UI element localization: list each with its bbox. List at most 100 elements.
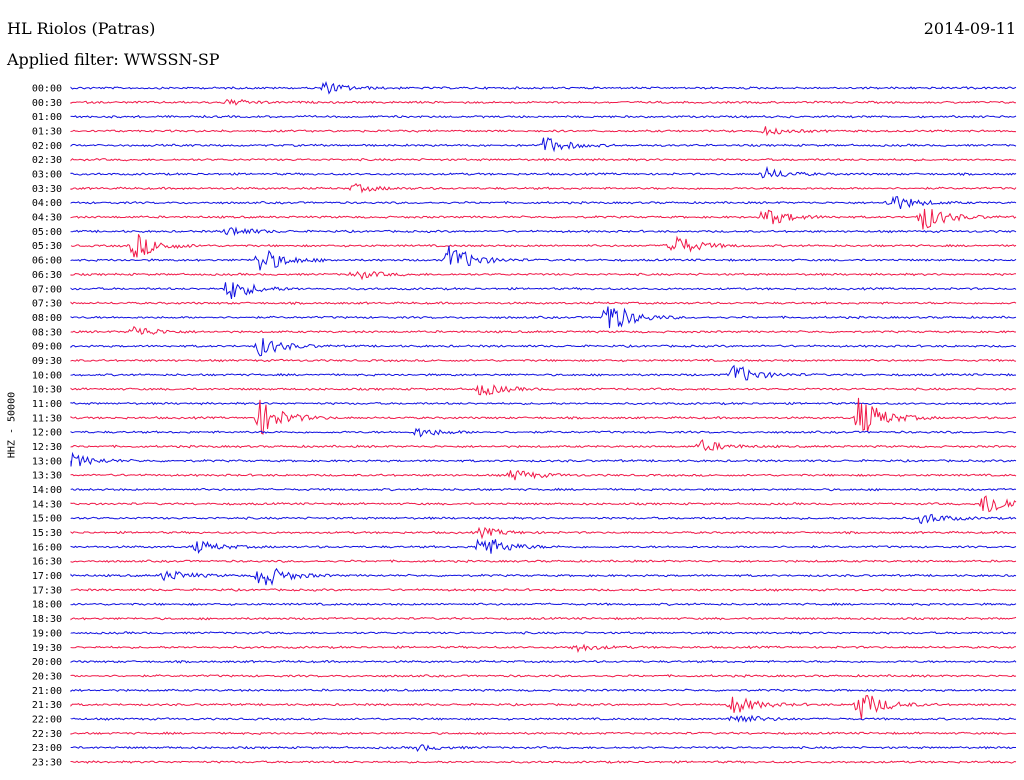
row-time-label: 21:30 — [32, 700, 62, 711]
row-time-label: 17:30 — [32, 585, 62, 596]
seismic-trace-2330 — [70, 760, 1017, 764]
row-time-label: 10:00 — [32, 370, 62, 381]
seismic-trace-1400 — [70, 487, 1017, 492]
row-time-label: 22:00 — [32, 714, 62, 725]
seismic-trace-2230 — [70, 731, 1017, 736]
seismic-trace-2030 — [70, 674, 1017, 678]
seismic-trace-1800 — [70, 602, 1017, 607]
seismic-trace-1630 — [70, 559, 1017, 564]
row-time-label: 13:30 — [32, 471, 62, 482]
row-time-label: 05:30 — [32, 241, 62, 252]
row-time-label: 23:30 — [32, 757, 62, 768]
date-label: 2014-09-11 — [923, 19, 1016, 38]
seismic-trace-0600 — [70, 245, 1017, 271]
row-time-label: 07:30 — [32, 299, 62, 310]
seismic-trace-2100 — [70, 688, 1017, 693]
seismic-trace-1430 — [70, 495, 1017, 513]
seismic-trace-1100 — [70, 401, 1017, 406]
seismic-trace-1000 — [70, 364, 1017, 381]
seismic-trace-0330 — [70, 183, 1017, 194]
row-time-label: 13:00 — [32, 456, 62, 467]
seismic-trace-1200 — [70, 427, 1017, 438]
row-time-label: 03:30 — [32, 184, 62, 195]
row-time-label: 20:00 — [32, 657, 62, 668]
seismic-trace-0700 — [70, 282, 1017, 299]
seismic-trace-0430 — [70, 208, 1017, 230]
seismic-trace-1130 — [70, 397, 1017, 435]
row-time-label: 15:00 — [32, 514, 62, 525]
row-time-label: 18:00 — [32, 600, 62, 611]
row-time-label: 16:30 — [32, 557, 62, 568]
row-time-label: 22:30 — [32, 729, 62, 740]
seismic-trace-1530 — [70, 526, 1017, 540]
row-time-label: 16:00 — [32, 542, 62, 553]
seismic-trace-0230 — [70, 157, 1017, 162]
row-time-label: 06:30 — [32, 270, 62, 281]
row-time-label: 21:00 — [32, 686, 62, 697]
seismic-trace-2200 — [70, 714, 1017, 723]
seismic-trace-0830 — [70, 325, 1016, 335]
row-time-label: 04:00 — [32, 198, 62, 209]
seismic-trace-1300 — [70, 451, 1017, 467]
row-time-label: 02:30 — [32, 155, 62, 166]
seismic-trace-0730 — [70, 301, 1017, 306]
seismic-trace-1900 — [70, 631, 1017, 635]
row-time-label: 08:30 — [32, 327, 62, 338]
row-time-label: 00:00 — [32, 84, 62, 95]
filter-label: Applied filter: WWSSN-SP — [7, 50, 220, 69]
seismic-trace-1930 — [70, 643, 1017, 654]
row-time-label: 15:30 — [32, 528, 62, 539]
row-time-label: 08:00 — [32, 313, 62, 324]
seismic-trace-1230 — [70, 439, 1017, 452]
seismic-trace-0130 — [70, 126, 1017, 137]
row-time-label: 04:30 — [32, 213, 62, 224]
row-time-label: 14:00 — [32, 485, 62, 496]
seismic-trace-2300 — [70, 744, 1016, 752]
seismic-trace-0930 — [70, 358, 1017, 363]
seismic-trace-2000 — [70, 659, 1017, 664]
row-time-label: 10:30 — [32, 385, 62, 396]
seismic-trace-1700 — [70, 567, 1017, 586]
row-time-label: 19:00 — [32, 628, 62, 639]
seismic-trace-1730 — [70, 587, 1017, 592]
seismic-trace-0530 — [70, 234, 1017, 258]
row-time-label: 09:00 — [32, 342, 62, 353]
seismic-trace-0000 — [70, 81, 1017, 95]
seismic-trace-0800 — [70, 306, 1017, 329]
row-time-label: 01:00 — [32, 112, 62, 123]
seismic-trace-0400 — [70, 195, 1017, 210]
row-time-label: 19:30 — [32, 643, 62, 654]
seismic-trace-1330 — [70, 469, 1017, 481]
row-time-label: 11:30 — [32, 413, 62, 424]
seismic-trace-1600 — [70, 538, 1017, 555]
row-time-label: 17:00 — [32, 571, 62, 582]
row-time-label: 09:30 — [32, 356, 62, 367]
row-time-label: 12:30 — [32, 442, 62, 453]
row-time-label: 00:30 — [32, 98, 62, 109]
seismic-trace-0200 — [70, 136, 1017, 153]
row-time-label: 03:00 — [32, 170, 62, 181]
seismic-trace-0630 — [70, 270, 1017, 281]
station-title: HL Riolos (Patras) — [7, 19, 156, 38]
row-time-label: 06:00 — [32, 256, 62, 267]
seismic-trace-1830 — [70, 616, 1017, 621]
seismic-trace-2130 — [70, 695, 1017, 720]
seismic-trace-0900 — [70, 338, 1017, 357]
row-time-label: 14:30 — [32, 499, 62, 510]
seismic-trace-0500 — [70, 226, 1017, 237]
row-time-label: 01:30 — [32, 127, 62, 138]
seismic-trace-0300 — [70, 165, 1017, 179]
seismic-trace-1500 — [70, 513, 1017, 525]
seismic-trace-0030 — [70, 98, 1016, 106]
row-time-label: 12:00 — [32, 428, 62, 439]
row-time-label: 05:00 — [32, 227, 62, 238]
seismic-trace-0100 — [70, 114, 1017, 119]
row-time-label: 02:00 — [32, 141, 62, 152]
seismic-trace-1030 — [70, 384, 1017, 396]
row-time-label: 18:30 — [32, 614, 62, 625]
row-time-label: 20:30 — [32, 671, 62, 682]
row-time-label: 07:00 — [32, 284, 62, 295]
row-time-label: 23:00 — [32, 743, 62, 754]
row-time-label: 11:00 — [32, 399, 62, 410]
